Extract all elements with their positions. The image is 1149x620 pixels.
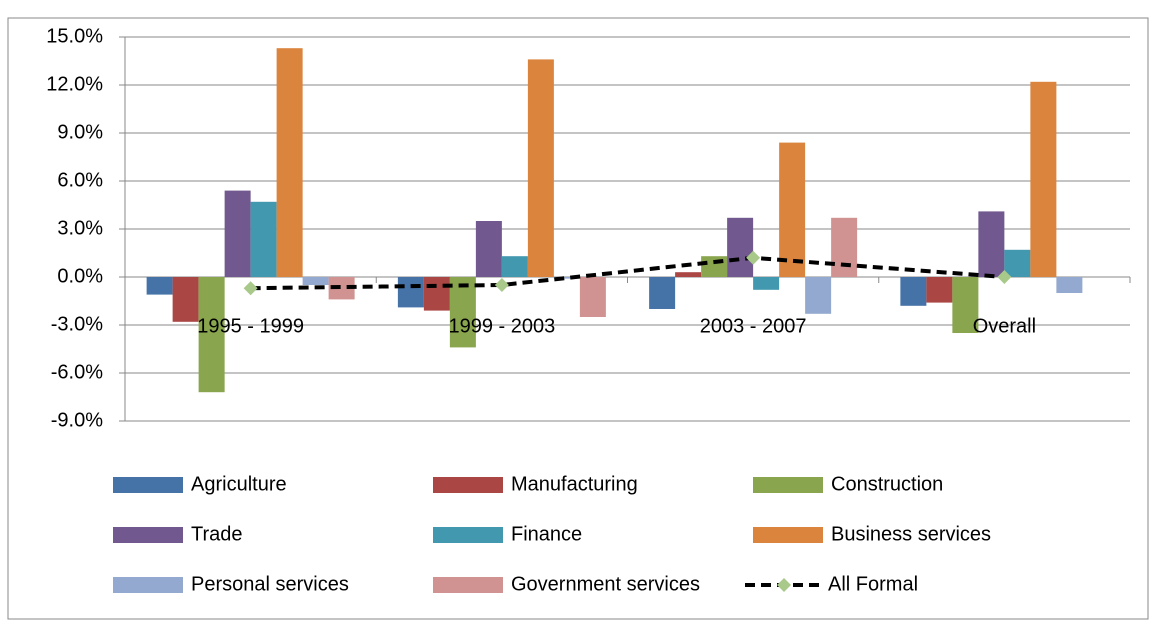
legend-swatch [433,527,503,543]
bar [1004,249,1031,277]
bar [900,277,927,306]
bar [701,256,728,277]
bar [675,272,702,277]
legend-swatch [753,527,823,543]
legend-swatch [113,477,183,493]
legend-label: Manufacturing [511,473,638,495]
legend-label: All Formal [828,573,918,595]
bar [146,277,173,295]
y-tick-label: 12.0% [46,73,103,95]
legend-swatch [753,477,823,493]
legend-swatch [113,527,183,543]
y-tick-label: 0.0% [57,265,103,287]
bar [276,48,303,278]
bar [579,277,606,317]
bar [172,277,199,322]
x-tick-label: 1995 - 1999 [197,315,304,337]
bar [805,277,832,314]
bar [328,277,355,300]
bar [553,277,580,279]
bar [250,201,277,277]
line-marker [243,281,258,296]
line-marker [494,278,509,292]
line [250,255,1005,291]
line-marker [746,250,761,265]
bar [475,221,502,277]
legend-label: Business services [831,523,991,545]
y-tick-label: 15.0% [46,25,103,47]
y-tick-label: 9.0% [57,121,103,143]
y-tick-label: -3.0% [51,313,103,335]
y-tick-label: 6.0% [57,169,103,191]
legend-label: Agriculture [191,473,287,495]
bar [449,277,476,348]
bar [649,277,676,309]
line-marker [997,270,1012,284]
bar [397,277,424,308]
x-tick-label: Overall [973,315,1036,337]
bar [423,277,450,311]
legend-label: Personal services [191,573,349,595]
x-tick-label: 1999 - 2003 [448,315,555,337]
x-tick-label: 2003 - 2007 [700,315,807,337]
bar [926,277,953,303]
bar [224,190,251,277]
bar [727,217,754,277]
legend-swatch [433,577,503,593]
bar [978,211,1005,277]
y-tick-label: -9.0% [51,409,103,431]
legend-label: Trade [191,523,243,545]
legend-label: Construction [831,473,943,495]
legend-swatch [113,577,183,593]
bar [779,142,806,277]
legend-label: Government services [511,573,700,595]
legend-label: Finance [511,523,582,545]
legend-swatch [433,477,503,493]
bar [831,217,858,277]
bar [1030,81,1057,277]
y-tick-label: 3.0% [57,217,103,239]
bar [753,277,780,290]
y-tick-label: -6.0% [51,361,103,383]
legend-marker [777,578,791,592]
bar [1056,277,1083,293]
bar [302,277,329,285]
bar [198,277,225,393]
bar [501,256,528,277]
bar [527,59,554,278]
bar [952,277,979,333]
